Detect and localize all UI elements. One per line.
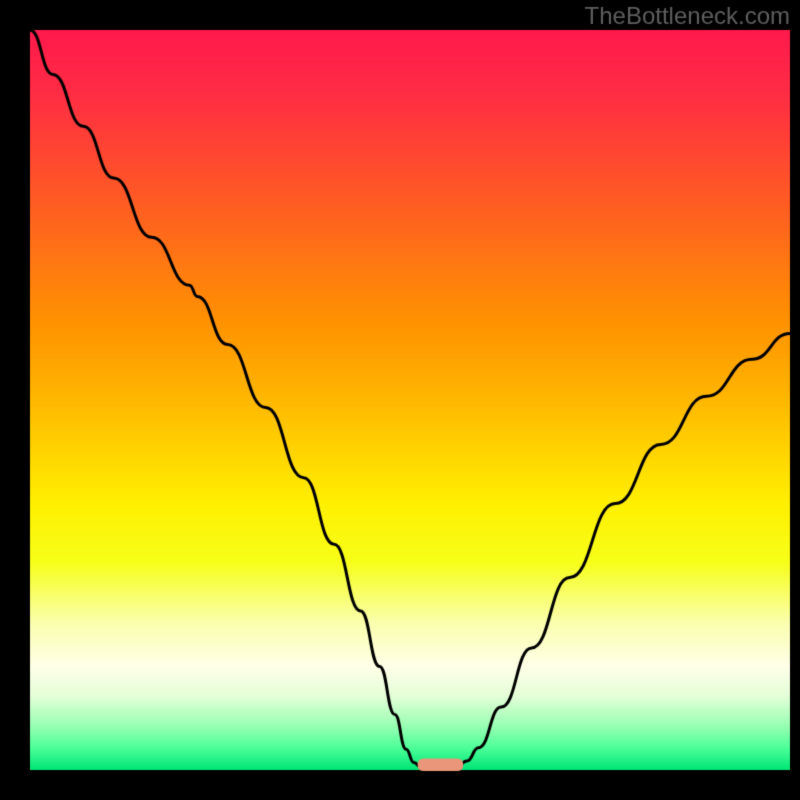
bottleneck-chart bbox=[0, 0, 800, 800]
